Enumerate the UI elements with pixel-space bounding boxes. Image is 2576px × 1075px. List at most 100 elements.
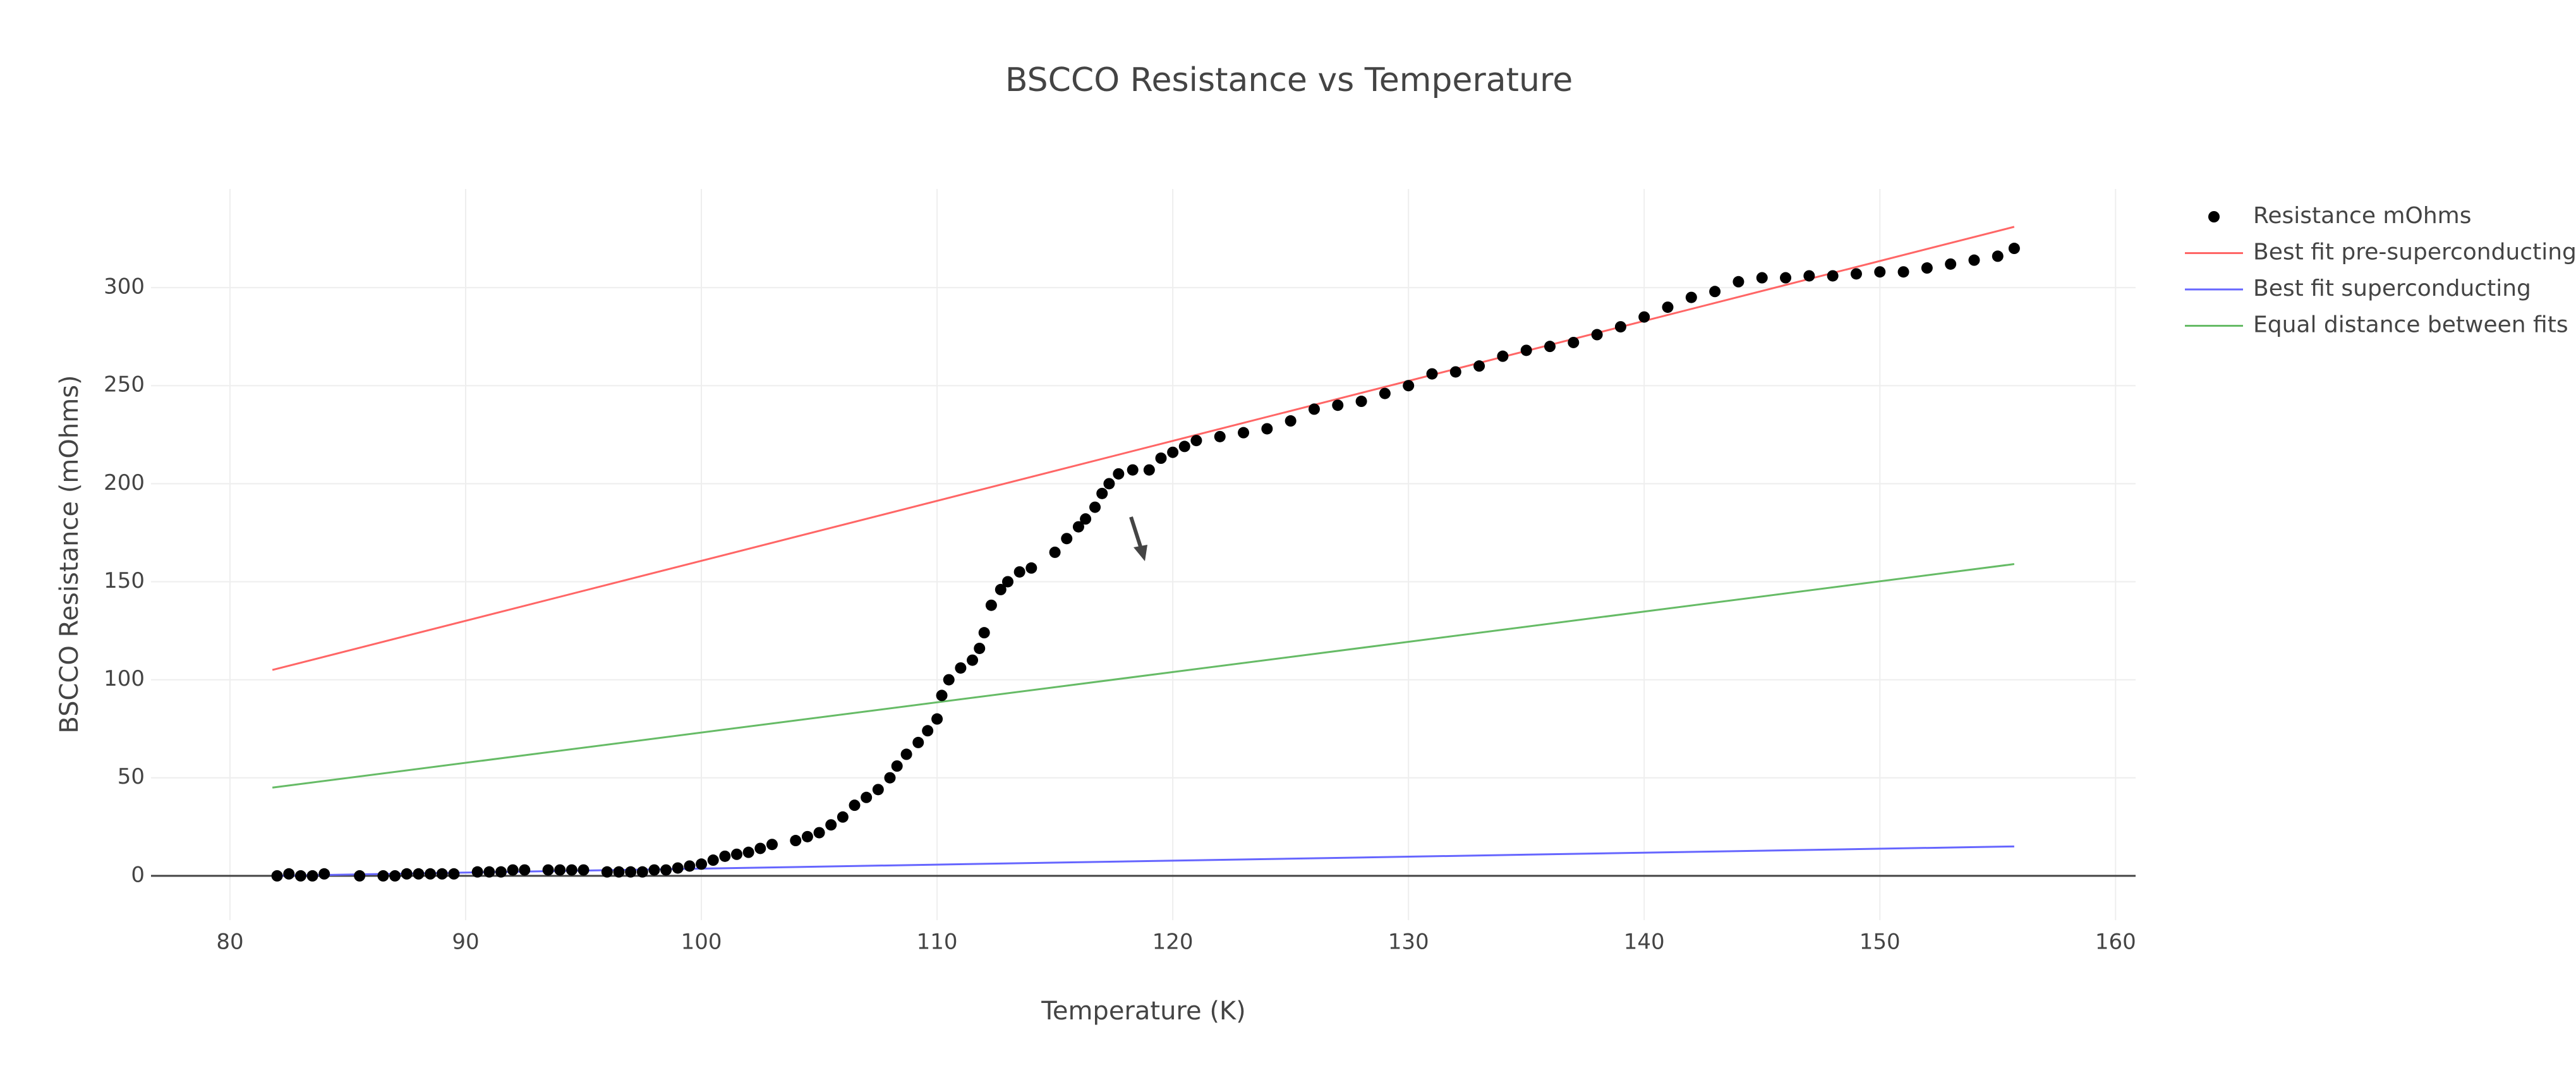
data-point — [790, 835, 802, 847]
data-point — [507, 864, 519, 876]
legend-label: Resistance mOhms — [2253, 203, 2471, 229]
x-tick-label: 140 — [1624, 930, 1665, 955]
data-point — [389, 870, 401, 882]
data-point — [1945, 258, 1957, 270]
data-point — [1968, 254, 1980, 266]
data-point — [943, 674, 955, 686]
legend-label: Best fit pre-superconducting — [2253, 240, 2576, 265]
data-point — [1072, 521, 1084, 533]
data-point — [1261, 423, 1273, 435]
data-point — [684, 860, 696, 872]
data-point — [1089, 501, 1101, 513]
data-point — [1013, 566, 1025, 578]
data-point — [1709, 286, 1721, 298]
data-point — [1992, 250, 2004, 262]
data-point — [922, 725, 934, 737]
data-point — [565, 864, 577, 876]
data-point — [801, 830, 813, 842]
data-point — [1473, 360, 1485, 372]
data-point — [912, 736, 924, 748]
data-point — [1732, 276, 1745, 288]
data-point — [1403, 380, 1415, 392]
data-point — [401, 868, 413, 880]
data-point — [1614, 321, 1626, 333]
legend-label: Equal distance between fits — [2253, 312, 2568, 338]
data-point — [955, 662, 967, 674]
data-point — [884, 772, 896, 784]
data-point — [306, 870, 318, 882]
data-point — [1449, 366, 1461, 378]
data-point — [813, 827, 825, 839]
data-point — [601, 866, 613, 878]
data-point — [1214, 430, 1226, 442]
data-point — [837, 811, 849, 823]
y-tick-label: 0 — [131, 862, 145, 887]
data-point — [283, 868, 295, 880]
data-point — [519, 864, 531, 876]
data-point — [613, 866, 625, 878]
data-point — [1662, 301, 1674, 313]
data-point — [974, 642, 986, 654]
data-point — [1355, 396, 1367, 408]
plot-layer — [151, 189, 2136, 920]
y-axis-label: BSCCO Resistance (mOhms) — [55, 375, 84, 733]
data-point — [754, 842, 766, 854]
data-point — [731, 848, 743, 860]
data-point — [766, 839, 778, 851]
y-tick-label: 250 — [104, 372, 145, 398]
data-point — [318, 868, 330, 880]
data-point — [1827, 270, 1839, 282]
legend-label: Best fit superconducting — [2253, 276, 2531, 301]
data-point — [1803, 270, 1815, 282]
data-point — [1049, 546, 1061, 558]
data-point — [1096, 487, 1108, 499]
data-point — [1178, 440, 1190, 452]
data-point — [672, 862, 684, 874]
data-point — [448, 868, 460, 880]
data-point — [1780, 272, 1792, 284]
data-point — [425, 868, 437, 880]
data-point — [696, 858, 708, 870]
data-point — [1426, 368, 1438, 380]
data-point — [294, 870, 306, 882]
data-point — [1285, 415, 1297, 427]
data-point — [1025, 562, 1037, 574]
x-tick-label: 90 — [452, 930, 479, 955]
data-point — [707, 854, 719, 866]
fit-line — [272, 845, 2014, 877]
x-tick-label: 160 — [2095, 930, 2136, 955]
annotation-arrow — [1129, 516, 1147, 561]
data-point — [861, 791, 873, 803]
data-point — [636, 866, 648, 878]
data-point — [436, 868, 448, 880]
data-point — [742, 846, 754, 858]
data-point — [978, 627, 990, 639]
data-point — [1167, 446, 1179, 458]
data-point — [1850, 268, 1862, 280]
x-tick-label: 120 — [1152, 930, 1194, 955]
data-point — [872, 784, 884, 796]
x-tick-label: 100 — [681, 930, 722, 955]
y-tick-label: 100 — [104, 666, 145, 691]
data-point — [542, 864, 554, 876]
data-point — [1143, 464, 1155, 476]
data-point — [1897, 266, 1909, 278]
data-point — [495, 866, 507, 878]
data-point — [936, 689, 948, 701]
x-tick-label: 80 — [216, 930, 243, 955]
data-point — [1568, 336, 1580, 348]
data-point — [1756, 272, 1768, 284]
data-point — [1061, 533, 1073, 545]
data-point — [931, 713, 943, 725]
data-point — [1379, 387, 1391, 399]
data-point — [625, 866, 637, 878]
data-point — [471, 866, 483, 878]
data-point — [1520, 344, 1532, 356]
fit-line — [272, 226, 2015, 671]
data-point — [660, 864, 672, 876]
data-point — [577, 864, 590, 876]
data-point — [1113, 468, 1125, 480]
data-point — [1002, 576, 1014, 588]
data-point — [271, 870, 283, 882]
